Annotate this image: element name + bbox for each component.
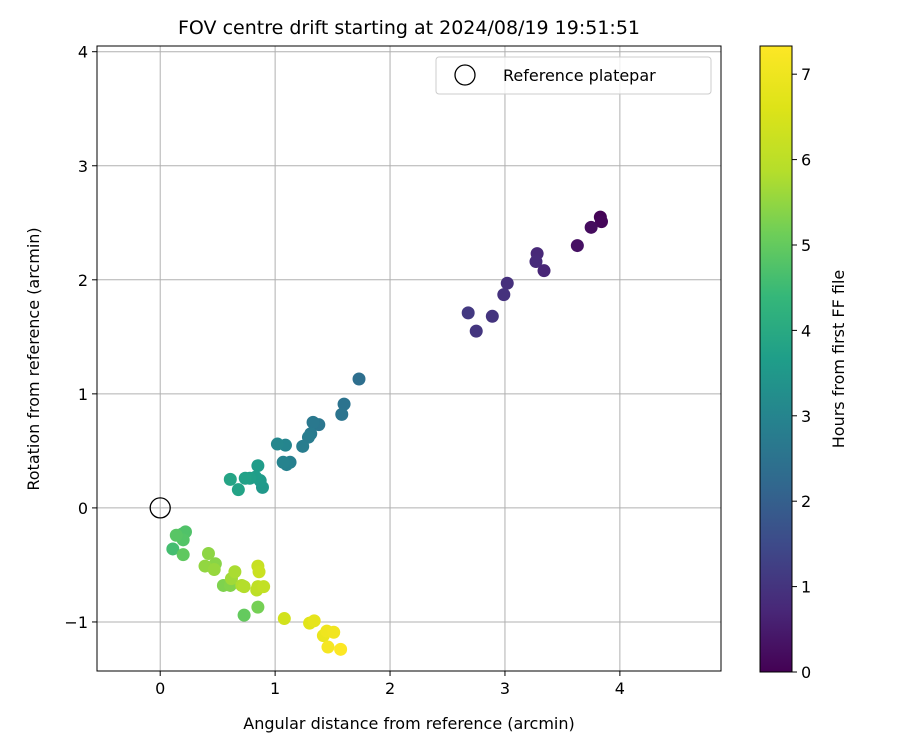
data-point [497,288,511,302]
colorbar-tick-label: 6 [801,151,811,170]
x-tick-label: 2 [385,679,395,698]
data-point [594,215,608,229]
data-point [228,565,242,579]
data-point [307,614,321,628]
data-point [166,542,180,556]
data-point [276,455,290,469]
data-point [252,565,266,579]
colorbar-label: Hours from first FF file [829,270,848,449]
x-tick-label: 3 [500,679,510,698]
y-tick-label: 2 [78,271,88,290]
data-point [335,407,349,421]
data-point [485,309,499,323]
data-point [277,612,291,626]
colorbar-tick-label: 1 [801,578,811,597]
data-point [334,642,348,656]
y-tick-label: 3 [78,157,88,176]
data-point [207,562,221,576]
x-tick-label: 1 [270,679,280,698]
data-point [584,220,598,234]
data-point [296,439,310,453]
colorbar-tick-label: 3 [801,407,811,426]
data-point [469,324,483,338]
data-point [237,608,251,622]
colorbar-tick-label: 7 [801,65,811,84]
data-point [327,625,341,639]
colorbar-tick-label: 0 [801,663,811,682]
x-tick-label: 0 [155,679,165,698]
data-point [461,306,475,320]
y-tick-label: 4 [78,43,88,62]
data-point [270,437,284,451]
x-tick-label: 4 [615,679,625,698]
data-point [169,528,183,542]
data-point [238,471,252,485]
legend-box [435,56,712,95]
colorbar-ticks: 0 1 2 3 4 5 6 7 [792,65,811,682]
colorbar-tick-label: 2 [801,492,811,511]
colorbar-gradient [759,45,793,673]
x-axis-label: Angular distance from reference (arcmin) [243,714,574,733]
data-point [231,483,245,497]
colorbar-tick-label: 4 [801,321,811,340]
data-point [529,255,543,269]
data-point [500,276,514,290]
data-point [570,239,584,253]
y-tick-label: −1 [64,613,88,632]
data-point [223,472,237,486]
data-point [306,415,320,429]
data-point [321,640,335,654]
legend-label-reference: Reference platepar [503,66,656,85]
data-point [257,580,271,594]
data-point [251,459,265,473]
colorbar-tick-label: 5 [801,236,811,255]
data-point [176,548,190,562]
data-point [201,547,215,561]
data-point [237,580,251,594]
legend-marker-reference [454,64,476,86]
data-point [352,372,366,386]
data-point [251,600,265,614]
chart-title: FOV centre drift starting at 2024/08/19 … [178,17,640,39]
plot-area: 0 1 2 3 4 −1 0 1 2 3 4 [64,43,722,698]
data-point [537,264,551,278]
y-tick-label: 1 [78,385,88,404]
plot-frame [96,45,722,672]
reference-marker [149,497,171,519]
y-axis-label: Rotation from reference (arcmin) [24,227,43,490]
y-tick-label: 0 [78,499,88,518]
legend: Reference platepar [435,56,712,95]
colorbar: 0 1 2 3 4 5 6 7 Hours from first FF file [759,45,848,682]
data-point [337,397,351,411]
